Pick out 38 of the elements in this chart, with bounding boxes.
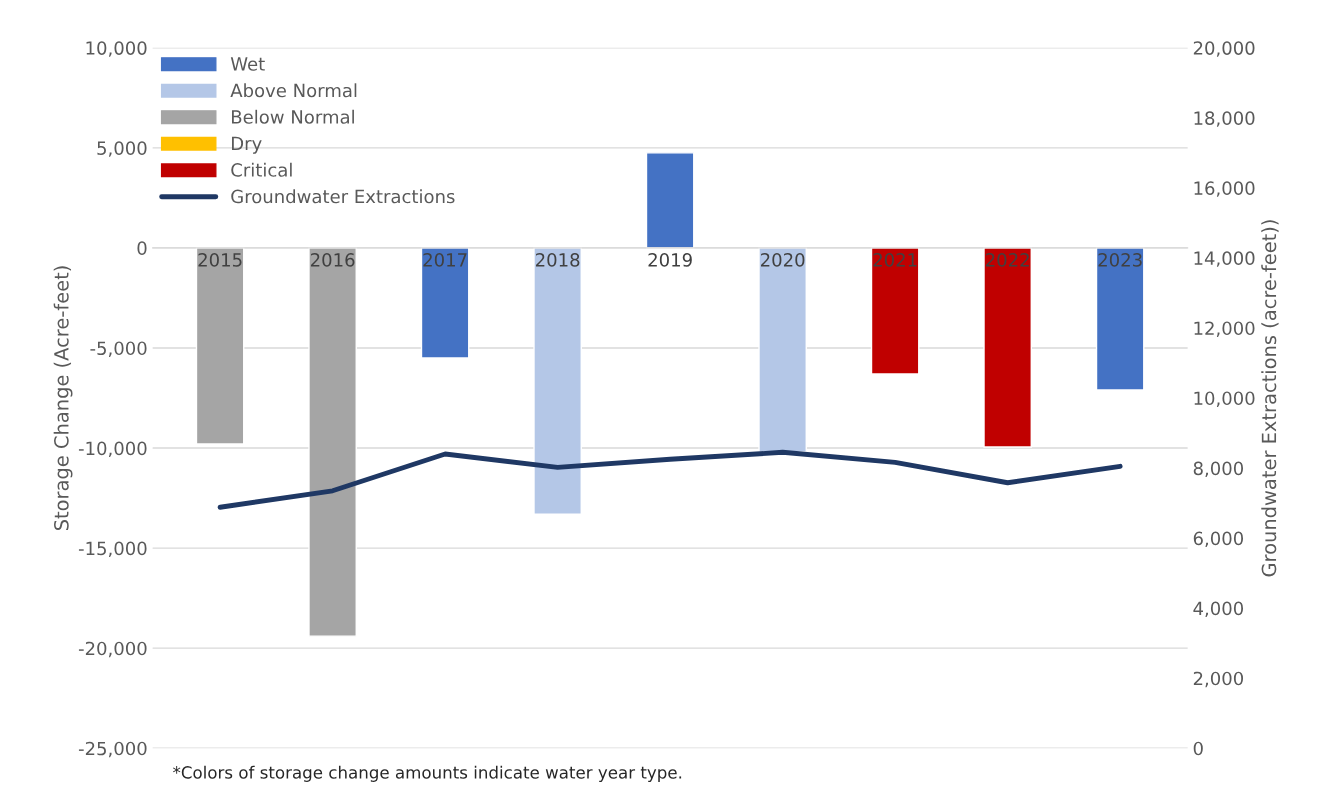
- legend-label: Critical: [231, 162, 292, 177]
- y2-tick-label: 6,000: [1193, 531, 1244, 548]
- y2-tick-label: 10,000: [1194, 391, 1255, 407]
- y-tick-label: 10,000: [86, 41, 147, 57]
- x-tick-label: 2015: [198, 253, 242, 267]
- y-tick-label: 5,000: [97, 141, 147, 157]
- y2-tick-label: 12,000: [1194, 321, 1255, 337]
- legend-label: Dry: [232, 136, 262, 154]
- y2-tick-label: 8,000: [1193, 461, 1244, 478]
- y-axis-title: Storage Change (Acre-feet): [53, 266, 73, 531]
- x-tick-label: 2020: [760, 253, 805, 267]
- legend-label: Below Normal: [232, 109, 354, 124]
- y-tick-label: -15,000: [78, 541, 147, 558]
- text: *Colors of storage change amounts indicate water year type.: [173, 765, 682, 782]
- y-tick-label: -25,000: [78, 741, 147, 758]
- x-tick-label: 2023: [1098, 253, 1142, 267]
- legend-label: Above Normal: [230, 83, 357, 98]
- y2-tick-label: 20,000: [1193, 41, 1255, 57]
- x-tick-label: 2022: [986, 253, 1029, 267]
- y2-tick-label: 14,000: [1194, 251, 1255, 267]
- x-tick-label: 2017: [423, 253, 467, 267]
- y2-tick-label: 16,000: [1194, 181, 1255, 197]
- y2-axis-title: Groundwater Extractions (acre-feet)): [1261, 220, 1279, 577]
- y-tick-label: 0: [137, 241, 147, 256]
- x-tick-label: 2018: [535, 253, 580, 267]
- legend-label: Wet: [230, 57, 265, 71]
- y2-tick-label: 0: [1193, 741, 1203, 756]
- y-tick-label: -5,000: [90, 341, 147, 357]
- y2-tick-label: 4,000: [1193, 601, 1244, 618]
- legend-label: Groundwater Extractions: [231, 189, 455, 204]
- y2-tick-label: 2,000: [1193, 671, 1244, 688]
- x-tick-label: 2019: [648, 253, 692, 267]
- x-tick-label: 2021: [873, 253, 917, 267]
- y2-tick-label: 18,000: [1194, 111, 1255, 127]
- y-tick-label: -10,000: [78, 441, 147, 457]
- line-series: [217, 449, 1123, 510]
- x-tick-label: 2016: [310, 253, 355, 267]
- y-tick-label: -20,000: [78, 641, 147, 658]
